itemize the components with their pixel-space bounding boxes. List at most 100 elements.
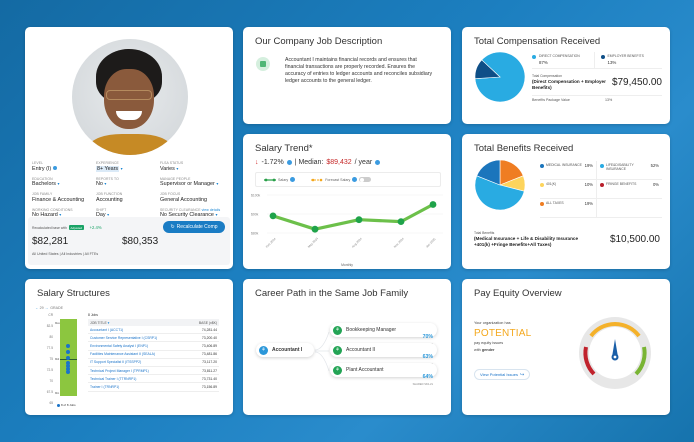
info-icon[interactable] bbox=[290, 177, 296, 182]
total-benefits-row: Total Benefits (Medical Insurance + Life… bbox=[474, 231, 660, 247]
arrow-left-icon[interactable]: ← bbox=[35, 306, 39, 310]
salary-trend-chart: $100k $90k $80k Feb 2024 May 2024 Aug 2024… bbox=[251, 194, 443, 267]
external-link-icon: ↪ bbox=[519, 371, 525, 378]
recalculate-panel: Recalculated base with Adjusted +2.4% ↻ … bbox=[28, 217, 230, 265]
svg-text:$90k: $90k bbox=[251, 213, 259, 217]
legend-forecast[interactable]: Forecast Salary bbox=[311, 177, 372, 182]
attribute-field[interactable]: Security Clearance view details No Securi… bbox=[160, 207, 221, 219]
table-row[interactable]: Facilities Maintenance Assistant II (SEA… bbox=[88, 351, 219, 359]
career-path-node[interactable]: ⚘ Plant Accountant 64% SHARED SKILLS bbox=[330, 363, 437, 386]
job-title-link[interactable]: Environmental Safety Analyst I (ENP1) bbox=[90, 343, 149, 348]
legend-item: Fringe Benefits 0% bbox=[596, 180, 662, 199]
attribute-field[interactable]: Manage People Supervisor or Manager ▾ bbox=[160, 176, 219, 188]
job-description-text: Accountant I maintains financial records… bbox=[285, 57, 433, 84]
trend-change: -1.72% bbox=[261, 159, 284, 166]
attribute-field: Level Entry (I) bbox=[32, 161, 96, 172]
svg-text:Feb 2024: Feb 2024 bbox=[265, 237, 277, 249]
jobs-table-header: JOB TITLE ▾ BASE (x$K) bbox=[88, 319, 219, 326]
chevron-down-icon: ▾ bbox=[215, 212, 218, 217]
table-row[interactable]: Technical Project Manager I (TPRMP1) 73,8… bbox=[88, 367, 219, 376]
legend-item: Life&Disability Insurance 52% bbox=[596, 161, 662, 180]
chevron-down-icon: ▾ bbox=[107, 212, 110, 217]
table-row[interactable]: Customer Service Representative I (CSRP1… bbox=[88, 334, 219, 343]
career-icon: ⚘ bbox=[333, 325, 342, 335]
svg-text:Jan 2025: Jan 2025 bbox=[425, 237, 437, 249]
attribute-field[interactable]: FLSA Status Varies ▾ bbox=[160, 161, 184, 172]
career-path-card: Career Path in the Same Job Family ⚘ Acc… bbox=[243, 279, 451, 415]
info-icon[interactable] bbox=[352, 177, 358, 182]
table-row[interactable]: IT Support Specialist II (ITSSPP2) 73,117… bbox=[88, 359, 219, 367]
job-title-link[interactable]: Technical Trainer I (TTRNRP1) bbox=[90, 376, 137, 381]
card-title: Total Benefits Received bbox=[474, 143, 574, 154]
base-amount: $82,281 bbox=[32, 236, 69, 247]
job-title-link[interactable]: Facilities Maintenance Assistant II (SEA… bbox=[90, 352, 156, 357]
market-amount: $80,353 bbox=[122, 236, 159, 247]
trend-summary: ↓ -1.72% | Median: $89,432 / year bbox=[255, 159, 381, 166]
profile-card: Level Entry (I) Experience 8+ Years ▾ FLSA … bbox=[25, 27, 233, 269]
attribute-field: Job Focus General Accounting bbox=[160, 192, 208, 203]
card-title: Our Company Job Description bbox=[255, 36, 383, 47]
pay-equity-card: Pay Equity Overview Your organization ha… bbox=[462, 279, 670, 415]
job-title-link[interactable]: Customer Service Representative I (CSRP1… bbox=[90, 335, 158, 340]
sort-icon: ▾ bbox=[107, 320, 110, 325]
info-icon bbox=[52, 165, 57, 170]
info-icon[interactable] bbox=[286, 160, 292, 165]
sort-job-title[interactable]: JOB TITLE ▾ bbox=[90, 320, 110, 325]
arrow-down-icon: ↓ bbox=[255, 159, 259, 166]
career-icon: ⚘ bbox=[333, 365, 342, 375]
table-row[interactable]: Technical Trainer I (TTRNRP1) 73,731.40 bbox=[88, 375, 219, 384]
legend-salary[interactable]: Salary bbox=[264, 177, 296, 182]
compensation-pie-chart bbox=[474, 51, 526, 103]
arrow-right-icon[interactable]: → bbox=[44, 306, 49, 310]
structure-legend: 8 of 8 Jobs bbox=[57, 403, 76, 407]
attribute-field[interactable]: Reports To No ▾ bbox=[96, 176, 119, 188]
total-compensation-card: Total Compensation Received Direct Compe… bbox=[462, 27, 670, 124]
total-compensation-value: $79,450.00 bbox=[611, 76, 662, 88]
salary-range-bar bbox=[60, 319, 77, 396]
svg-text:$80k: $80k bbox=[251, 232, 259, 236]
recalculate-comp-button[interactable]: ↻ Recalculate Comp bbox=[163, 221, 225, 233]
svg-text:Monthly: Monthly bbox=[341, 263, 353, 267]
salary-structures-card: Salary Structures ← 29 → GRADE CR 82.5 80 7… bbox=[25, 279, 233, 415]
view-potential-issues-button[interactable]: View Potential Issues ↪ bbox=[474, 369, 531, 380]
jobs-table: JOB TITLE ▾ BASE (x$K) Accountant I (ACC… bbox=[88, 319, 219, 392]
card-title: Pay Equity Overview bbox=[474, 288, 562, 299]
attribute-field[interactable]: Working Conditions No Hazard ▾ bbox=[32, 207, 73, 219]
refresh-icon: ↻ bbox=[170, 224, 175, 230]
job-title-link[interactable]: Trainer I (TRNRP1) bbox=[90, 384, 120, 389]
scope-filter[interactable]: All United States | All Industries | All… bbox=[32, 252, 99, 256]
career-current-node[interactable]: ⚘ Accountant I bbox=[256, 343, 314, 357]
compensation-breakdown: Direct Compensation 87% Employer Benefits 1… bbox=[532, 52, 662, 104]
legend-item: All Taxes 19% bbox=[540, 199, 596, 218]
forecast-toggle[interactable] bbox=[359, 177, 372, 182]
svg-text:Aug 2024: Aug 2024 bbox=[351, 237, 363, 249]
chevron-down-icon: ▾ bbox=[176, 165, 179, 171]
job-title-link[interactable]: Technical Project Manager I (TPRMP1) bbox=[90, 368, 149, 373]
chevron-down-icon: ▾ bbox=[104, 181, 107, 186]
total-benefits-card: Total Benefits Received Medical Insuranc… bbox=[462, 134, 670, 269]
pay-equity-status: POTENTIAL bbox=[474, 328, 532, 339]
legend-item: Direct Compensation 87% bbox=[532, 52, 594, 68]
table-row[interactable]: Environmental Safety Analyst I (ENP1) 73,… bbox=[88, 342, 219, 351]
job-title-link[interactable]: Accountant I (ACCT1) bbox=[90, 327, 124, 332]
attribute-field[interactable]: Education Bachelors ▾ bbox=[32, 176, 60, 188]
attribute-field[interactable]: Experience 8+ Years ▾ bbox=[96, 161, 123, 172]
table-row[interactable]: Trainer I (TRNRP1) 73,156.89 bbox=[88, 383, 219, 392]
card-title: Salary Structures bbox=[37, 288, 110, 299]
recalc-label: Recalculated base with Adjusted +2.4% bbox=[32, 225, 102, 230]
pay-equity-summary: Your organization has POTENTIAL pay equi… bbox=[474, 321, 532, 352]
career-connectors bbox=[314, 331, 330, 372]
job-title-link[interactable]: IT Support Specialist II (ITSSPP2) bbox=[90, 360, 142, 365]
info-icon[interactable] bbox=[375, 160, 381, 165]
jobs-count: 8 Jobs bbox=[88, 313, 98, 317]
legend-item: Medical Insurance 19% bbox=[540, 161, 596, 180]
benefits-pie-chart bbox=[474, 159, 526, 211]
gauge-needle bbox=[612, 339, 618, 357]
avatar bbox=[72, 39, 188, 155]
table-row[interactable]: Accountant I (ACCT1) 74,281.44 bbox=[88, 326, 219, 335]
job-attributes: Level Entry (I) Experience 8+ Years ▾ FLSA … bbox=[32, 161, 228, 218]
attribute-field[interactable]: Shift Day ▾ bbox=[96, 207, 110, 219]
card-title: Total Compensation Received bbox=[474, 36, 601, 47]
